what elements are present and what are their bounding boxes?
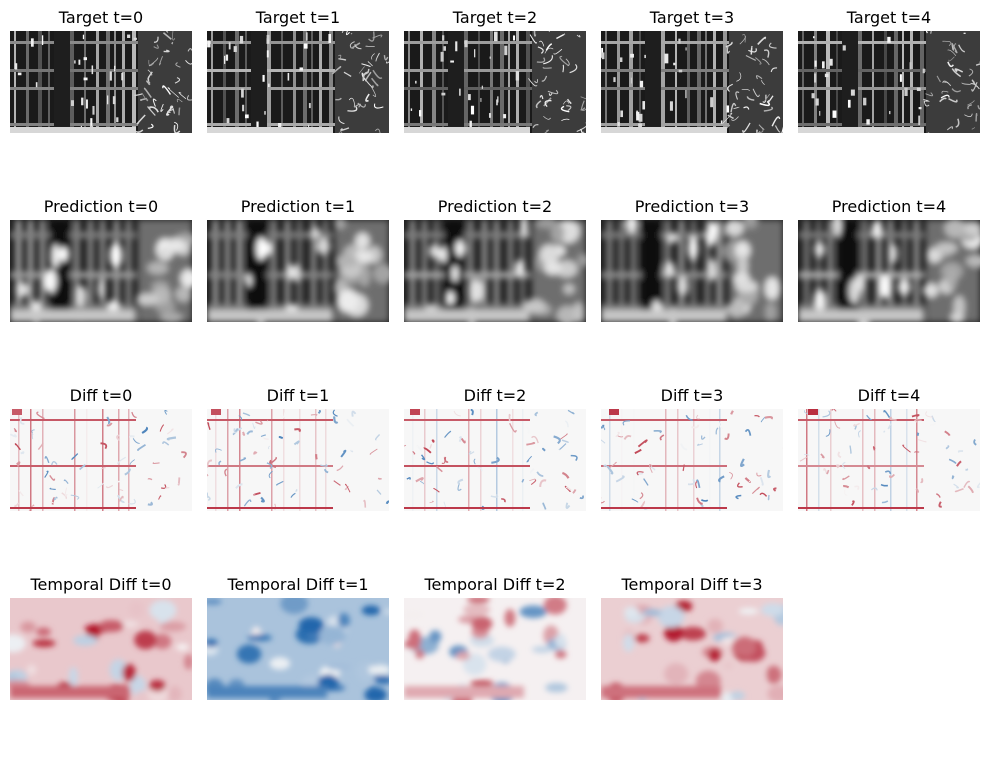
panel-title: Diff t=3: [660, 386, 724, 405]
panel-title: Prediction t=0: [43, 197, 159, 216]
temporal-diff-heatmap: [207, 598, 389, 700]
panel-title: Prediction t=1: [240, 197, 356, 216]
diff-heatmap: [798, 409, 980, 511]
prediction-image: [798, 220, 980, 322]
prediction-image: [601, 220, 783, 322]
panel-title: Target t=4: [846, 8, 932, 27]
panel-title: Temporal Diff t=2: [424, 575, 566, 594]
temporal-diff-heatmap: [601, 598, 783, 700]
panel-title: Diff t=1: [266, 386, 330, 405]
target-image: [601, 31, 783, 133]
temporal-diff-heatmap: [10, 598, 192, 700]
panel-title: Target t=0: [58, 8, 144, 27]
panel-title: Diff t=0: [69, 386, 133, 405]
prediction-image: [10, 220, 192, 322]
target-image: [207, 31, 389, 133]
temporal-diff-heatmap: [404, 598, 586, 700]
diff-heatmap: [404, 409, 586, 511]
panel-title: Diff t=4: [857, 386, 921, 405]
panel-title: Diff t=2: [463, 386, 527, 405]
panel-title: Temporal Diff t=3: [621, 575, 763, 594]
panel-title: Target t=2: [452, 8, 538, 27]
panel-title: Prediction t=4: [831, 197, 947, 216]
panel-title: Prediction t=2: [437, 197, 553, 216]
panel-title: Target t=1: [255, 8, 341, 27]
panel-title: Target t=3: [649, 8, 735, 27]
target-image: [798, 31, 980, 133]
prediction-image: [404, 220, 586, 322]
target-image: [404, 31, 586, 133]
diff-heatmap: [10, 409, 192, 511]
prediction-image: [207, 220, 389, 322]
panel-title: Prediction t=3: [634, 197, 750, 216]
diff-heatmap: [207, 409, 389, 511]
panel-title: Temporal Diff t=1: [227, 575, 369, 594]
diff-heatmap: [601, 409, 783, 511]
panel-title: Temporal Diff t=0: [30, 575, 172, 594]
target-image: [10, 31, 192, 133]
